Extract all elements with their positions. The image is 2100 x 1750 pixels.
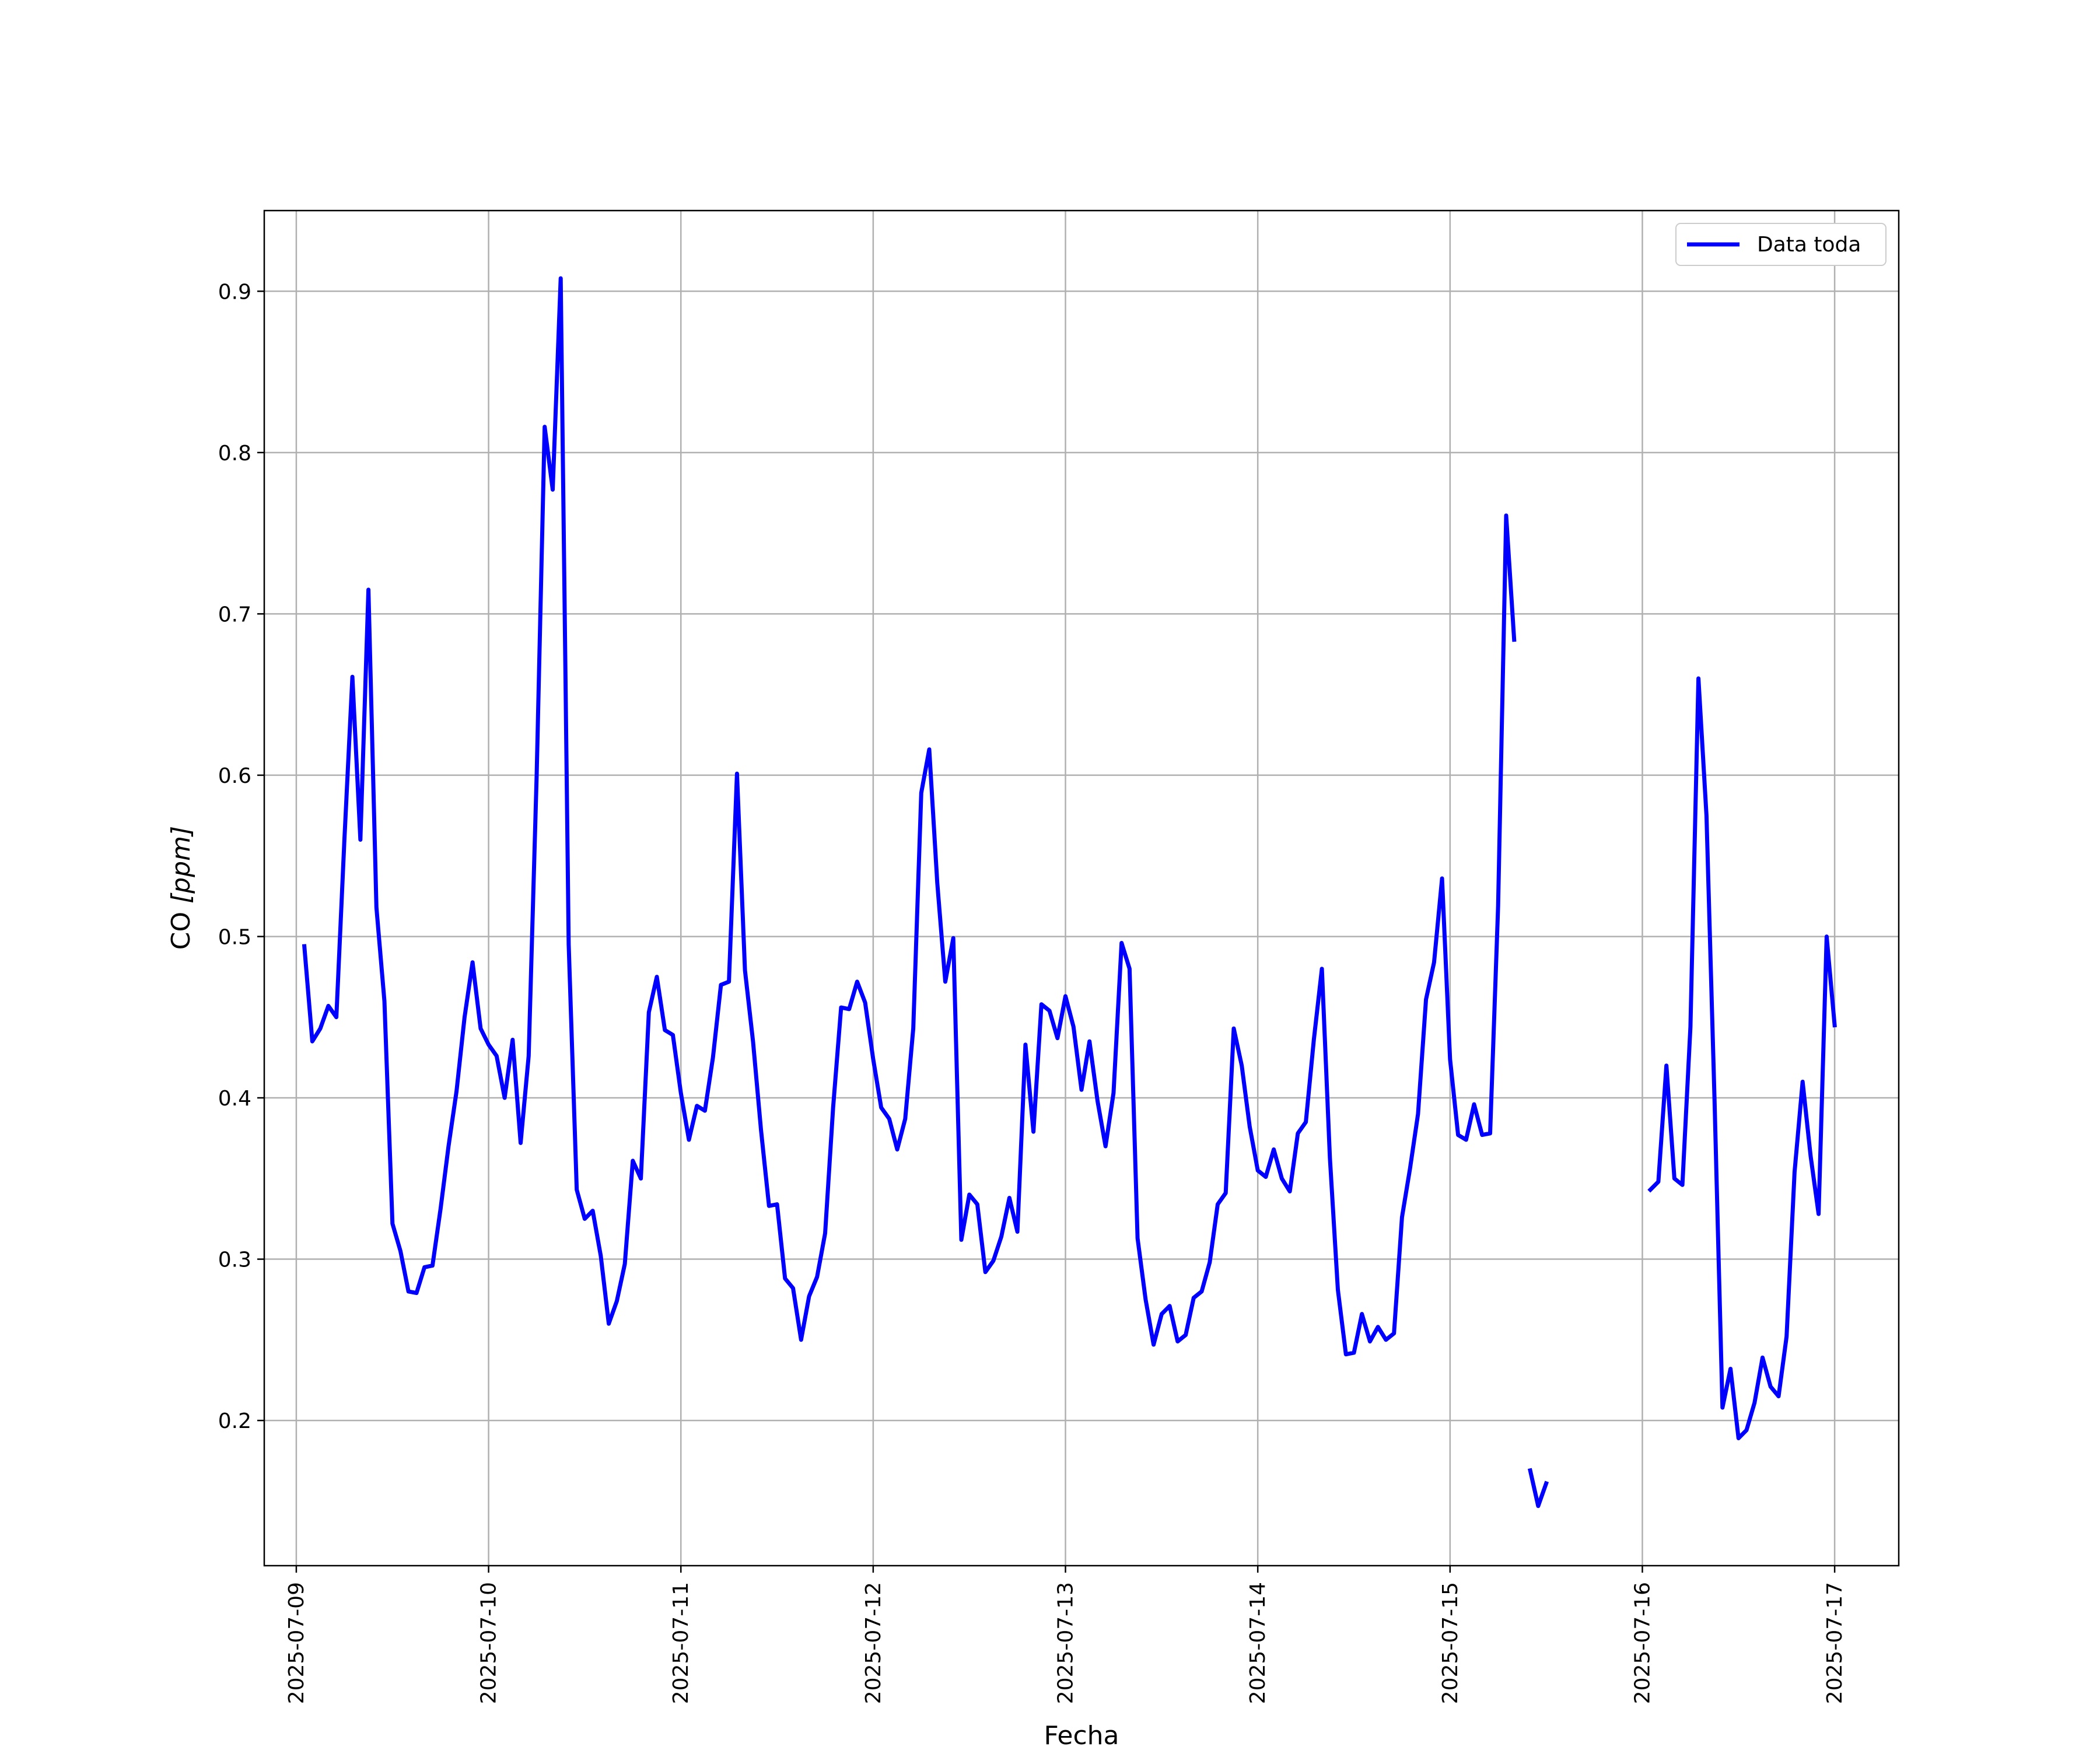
y-tick-label: 0.9 xyxy=(218,280,251,304)
legend-label: Data toda xyxy=(1757,233,1861,257)
x-tick-label: 2025-07-12 xyxy=(862,1582,886,1704)
series-layer xyxy=(302,276,1837,1508)
x-tick-label: 2025-07-16 xyxy=(1630,1582,1654,1704)
series-line-segment xyxy=(1647,676,1837,1440)
plot-frame xyxy=(263,209,1900,1567)
y-axis-label-unit: [ppm] xyxy=(166,826,196,904)
x-tick-label: 2025-07-13 xyxy=(1054,1582,1078,1704)
y-axis-label-quantity: CO xyxy=(166,904,196,950)
y-axis-ticks: 0.2 0.3 0.4 0.5 0.6 0.7 0.8 0.9 xyxy=(218,280,264,1433)
plot-area xyxy=(264,211,1899,1566)
series-line-segment xyxy=(1528,1468,1549,1508)
y-tick-label: 0.6 xyxy=(218,764,251,788)
x-tick-label: 2025-07-15 xyxy=(1438,1582,1462,1704)
y-tick-label: 0.4 xyxy=(218,1087,251,1111)
y-tick-label: 0.3 xyxy=(218,1248,251,1272)
x-tick-label: 2025-07-14 xyxy=(1246,1582,1270,1704)
series-line-segment xyxy=(302,276,1517,1357)
y-tick-label: 0.5 xyxy=(218,925,251,949)
legend-box xyxy=(1675,223,1887,266)
x-tick-label: 2025-07-17 xyxy=(1823,1582,1847,1704)
x-axis-ticks: 2025-07-09 2025-07-10 2025-07-11 2025-07-12… xyxy=(285,1566,1847,1704)
y-tick-label: 0.8 xyxy=(218,442,251,466)
x-tick-label: 2025-07-10 xyxy=(477,1582,501,1704)
x-axis-label: Fecha xyxy=(1044,1721,1119,1750)
x-tick-label: 2025-07-11 xyxy=(669,1582,693,1704)
y-tick-label: 0.2 xyxy=(218,1409,251,1433)
legend: Data toda xyxy=(1675,223,1887,266)
grid xyxy=(264,211,1899,1566)
x-tick-label: 2025-07-09 xyxy=(285,1582,309,1704)
y-axis-label: CO [ppm] xyxy=(166,826,196,950)
y-tick-label: 0.7 xyxy=(218,603,251,626)
